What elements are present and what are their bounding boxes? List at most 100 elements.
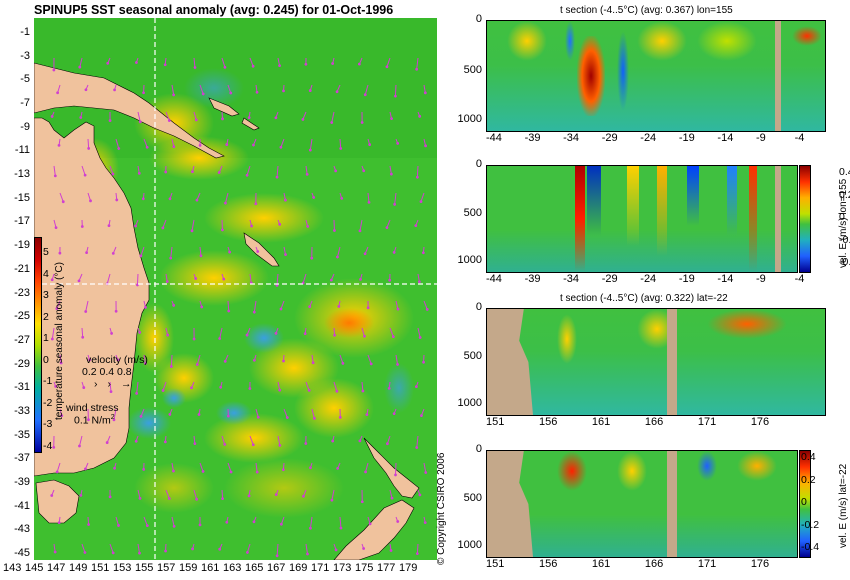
vector-head bbox=[227, 309, 231, 313]
velocity-vector bbox=[199, 246, 202, 256]
vector-head bbox=[279, 307, 283, 311]
vector-head bbox=[336, 255, 339, 259]
vector-head bbox=[61, 200, 65, 204]
vector-head bbox=[163, 440, 167, 444]
vector-head bbox=[50, 337, 54, 341]
p1-x-tick-label: -34 bbox=[563, 132, 580, 144]
p2-x-tick-label: -4 bbox=[794, 273, 805, 285]
p4-x-tick-label: 176 bbox=[750, 558, 770, 570]
p4-x-tick-label: 171 bbox=[697, 558, 717, 570]
velocity-legend-title: velocity (m/s) bbox=[86, 354, 148, 366]
velocity-vector bbox=[137, 543, 140, 554]
vector-head bbox=[278, 388, 282, 392]
vector-head bbox=[115, 198, 119, 202]
vector-head bbox=[341, 361, 345, 365]
vector-head bbox=[223, 359, 227, 363]
vector-head bbox=[282, 359, 285, 363]
vector-head bbox=[136, 283, 139, 287]
vector-head bbox=[78, 444, 81, 448]
lat-tick-label: -17 bbox=[14, 215, 30, 228]
vector-head bbox=[274, 332, 278, 335]
lon-tick-label: 165 bbox=[245, 562, 264, 574]
vector-head bbox=[229, 91, 233, 95]
vector-head bbox=[84, 310, 88, 313]
sst-map[interactable] bbox=[34, 18, 437, 560]
vector-head bbox=[87, 523, 91, 526]
vector-head bbox=[105, 441, 109, 444]
p2-x-tick-label: -44 bbox=[486, 273, 502, 285]
vector-head bbox=[415, 446, 419, 449]
vector-head bbox=[85, 251, 88, 255]
velocity-vector bbox=[51, 327, 55, 340]
vector-head bbox=[306, 224, 310, 228]
vector-head bbox=[194, 118, 198, 122]
panel4-section[interactable] bbox=[486, 450, 798, 558]
vector-head bbox=[50, 115, 54, 118]
vector-head bbox=[50, 494, 54, 497]
vector-head bbox=[338, 415, 342, 419]
vector-head bbox=[134, 439, 138, 443]
velocity-vector bbox=[276, 165, 279, 178]
panel2-section[interactable] bbox=[486, 165, 798, 273]
p4-y-tick-label: 500 bbox=[463, 492, 482, 504]
p2-x-tick-label: -9 bbox=[756, 273, 766, 285]
lon-tick-label: 159 bbox=[179, 562, 198, 574]
vector-head bbox=[113, 466, 116, 470]
vector-head bbox=[142, 91, 145, 95]
p2-y-tick-label: 1000 bbox=[457, 254, 482, 266]
vector-head bbox=[309, 526, 312, 530]
lat-tick-label: -9 bbox=[20, 120, 30, 133]
vector-head bbox=[172, 469, 175, 473]
vector-head bbox=[163, 63, 167, 67]
velocity-vector bbox=[162, 381, 167, 391]
vector-head bbox=[336, 467, 340, 470]
vector-head bbox=[168, 197, 172, 201]
vector-head bbox=[393, 202, 397, 206]
vector-head bbox=[284, 253, 287, 256]
velocity-vector bbox=[227, 84, 232, 94]
vector-head bbox=[422, 360, 425, 364]
velocity-vector bbox=[331, 111, 335, 123]
new-zealand-south bbox=[333, 499, 415, 560]
vector-head bbox=[89, 199, 92, 203]
p2-y-tick-label: 0 bbox=[475, 158, 482, 170]
lon-tick-label: 163 bbox=[223, 562, 242, 574]
velocity-vector bbox=[221, 435, 226, 445]
lon-tick-label: 167 bbox=[267, 562, 286, 574]
lat-tick-label: -11 bbox=[14, 144, 30, 157]
vector-head bbox=[201, 470, 205, 473]
vector-head bbox=[418, 493, 422, 497]
vector-head bbox=[414, 385, 418, 389]
velocity-vector bbox=[171, 84, 175, 95]
vector-head bbox=[79, 493, 83, 497]
vector-head bbox=[312, 196, 316, 199]
lat-tick-label: -39 bbox=[14, 475, 30, 488]
vector-head bbox=[301, 118, 305, 121]
p3-y-tick-label: 500 bbox=[463, 350, 482, 362]
vector-head bbox=[106, 61, 110, 65]
vector-head bbox=[330, 121, 334, 124]
vector-head bbox=[139, 415, 143, 418]
vector-head bbox=[390, 117, 393, 121]
vector-head bbox=[108, 495, 112, 499]
panel1-section[interactable] bbox=[486, 20, 826, 132]
velocity-legend: velocity (m/s) 0.2 0.4 0.8 ››→ bbox=[82, 354, 148, 390]
velocity-vector bbox=[170, 246, 173, 259]
vector-head bbox=[55, 470, 59, 474]
vector-head bbox=[82, 386, 86, 389]
velocity-vector bbox=[165, 489, 170, 499]
vector-head bbox=[53, 174, 57, 178]
vector-head bbox=[87, 147, 91, 150]
vector-head bbox=[303, 332, 307, 336]
vector-head bbox=[138, 120, 142, 124]
vector-head bbox=[252, 358, 256, 362]
wind-legend-title: wind stress bbox=[66, 402, 119, 414]
panel3-section[interactable] bbox=[486, 308, 826, 416]
p3-x-tick-label: 171 bbox=[697, 416, 717, 428]
vector-head bbox=[116, 358, 120, 362]
lat-tick-label: -33 bbox=[14, 404, 30, 417]
velocity-vector bbox=[115, 138, 120, 149]
vector-head bbox=[425, 308, 429, 311]
vector-head bbox=[145, 145, 149, 149]
velocity-vector bbox=[283, 408, 288, 418]
